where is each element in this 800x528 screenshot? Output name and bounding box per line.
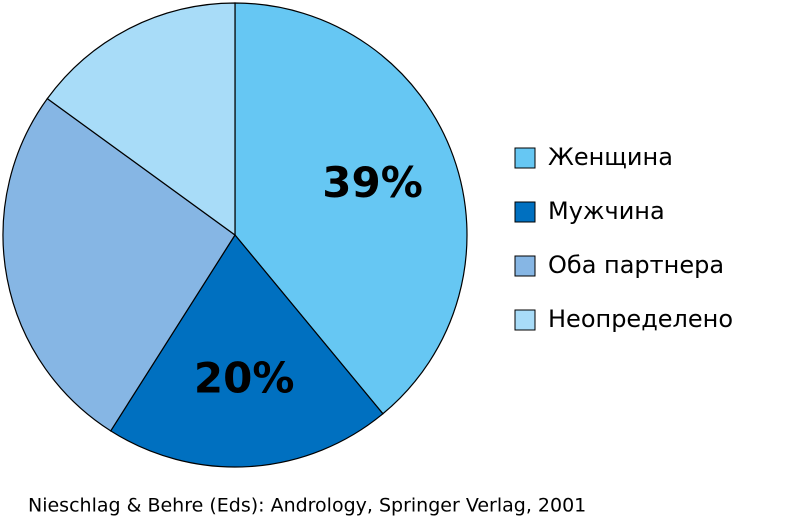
legend-swatch [514,309,536,331]
source-note: Nieschlag & Behre (Eds): Andrology, Spri… [28,495,586,517]
data-label: 20% [194,353,295,402]
data-label: 39% [322,158,423,207]
pie-slice [234,2,468,415]
legend-label: Оба партнера [548,251,724,279]
legend-swatch [514,255,536,277]
legend-label: Неопределено [548,305,733,333]
legend-swatch [514,147,536,169]
pie-slice [46,2,236,237]
legend-swatch [514,201,536,223]
legend-label: Мужчина [548,197,665,225]
pie-slice [109,233,384,468]
pie-slice [2,97,236,432]
legend-label: Женщина [548,143,673,171]
